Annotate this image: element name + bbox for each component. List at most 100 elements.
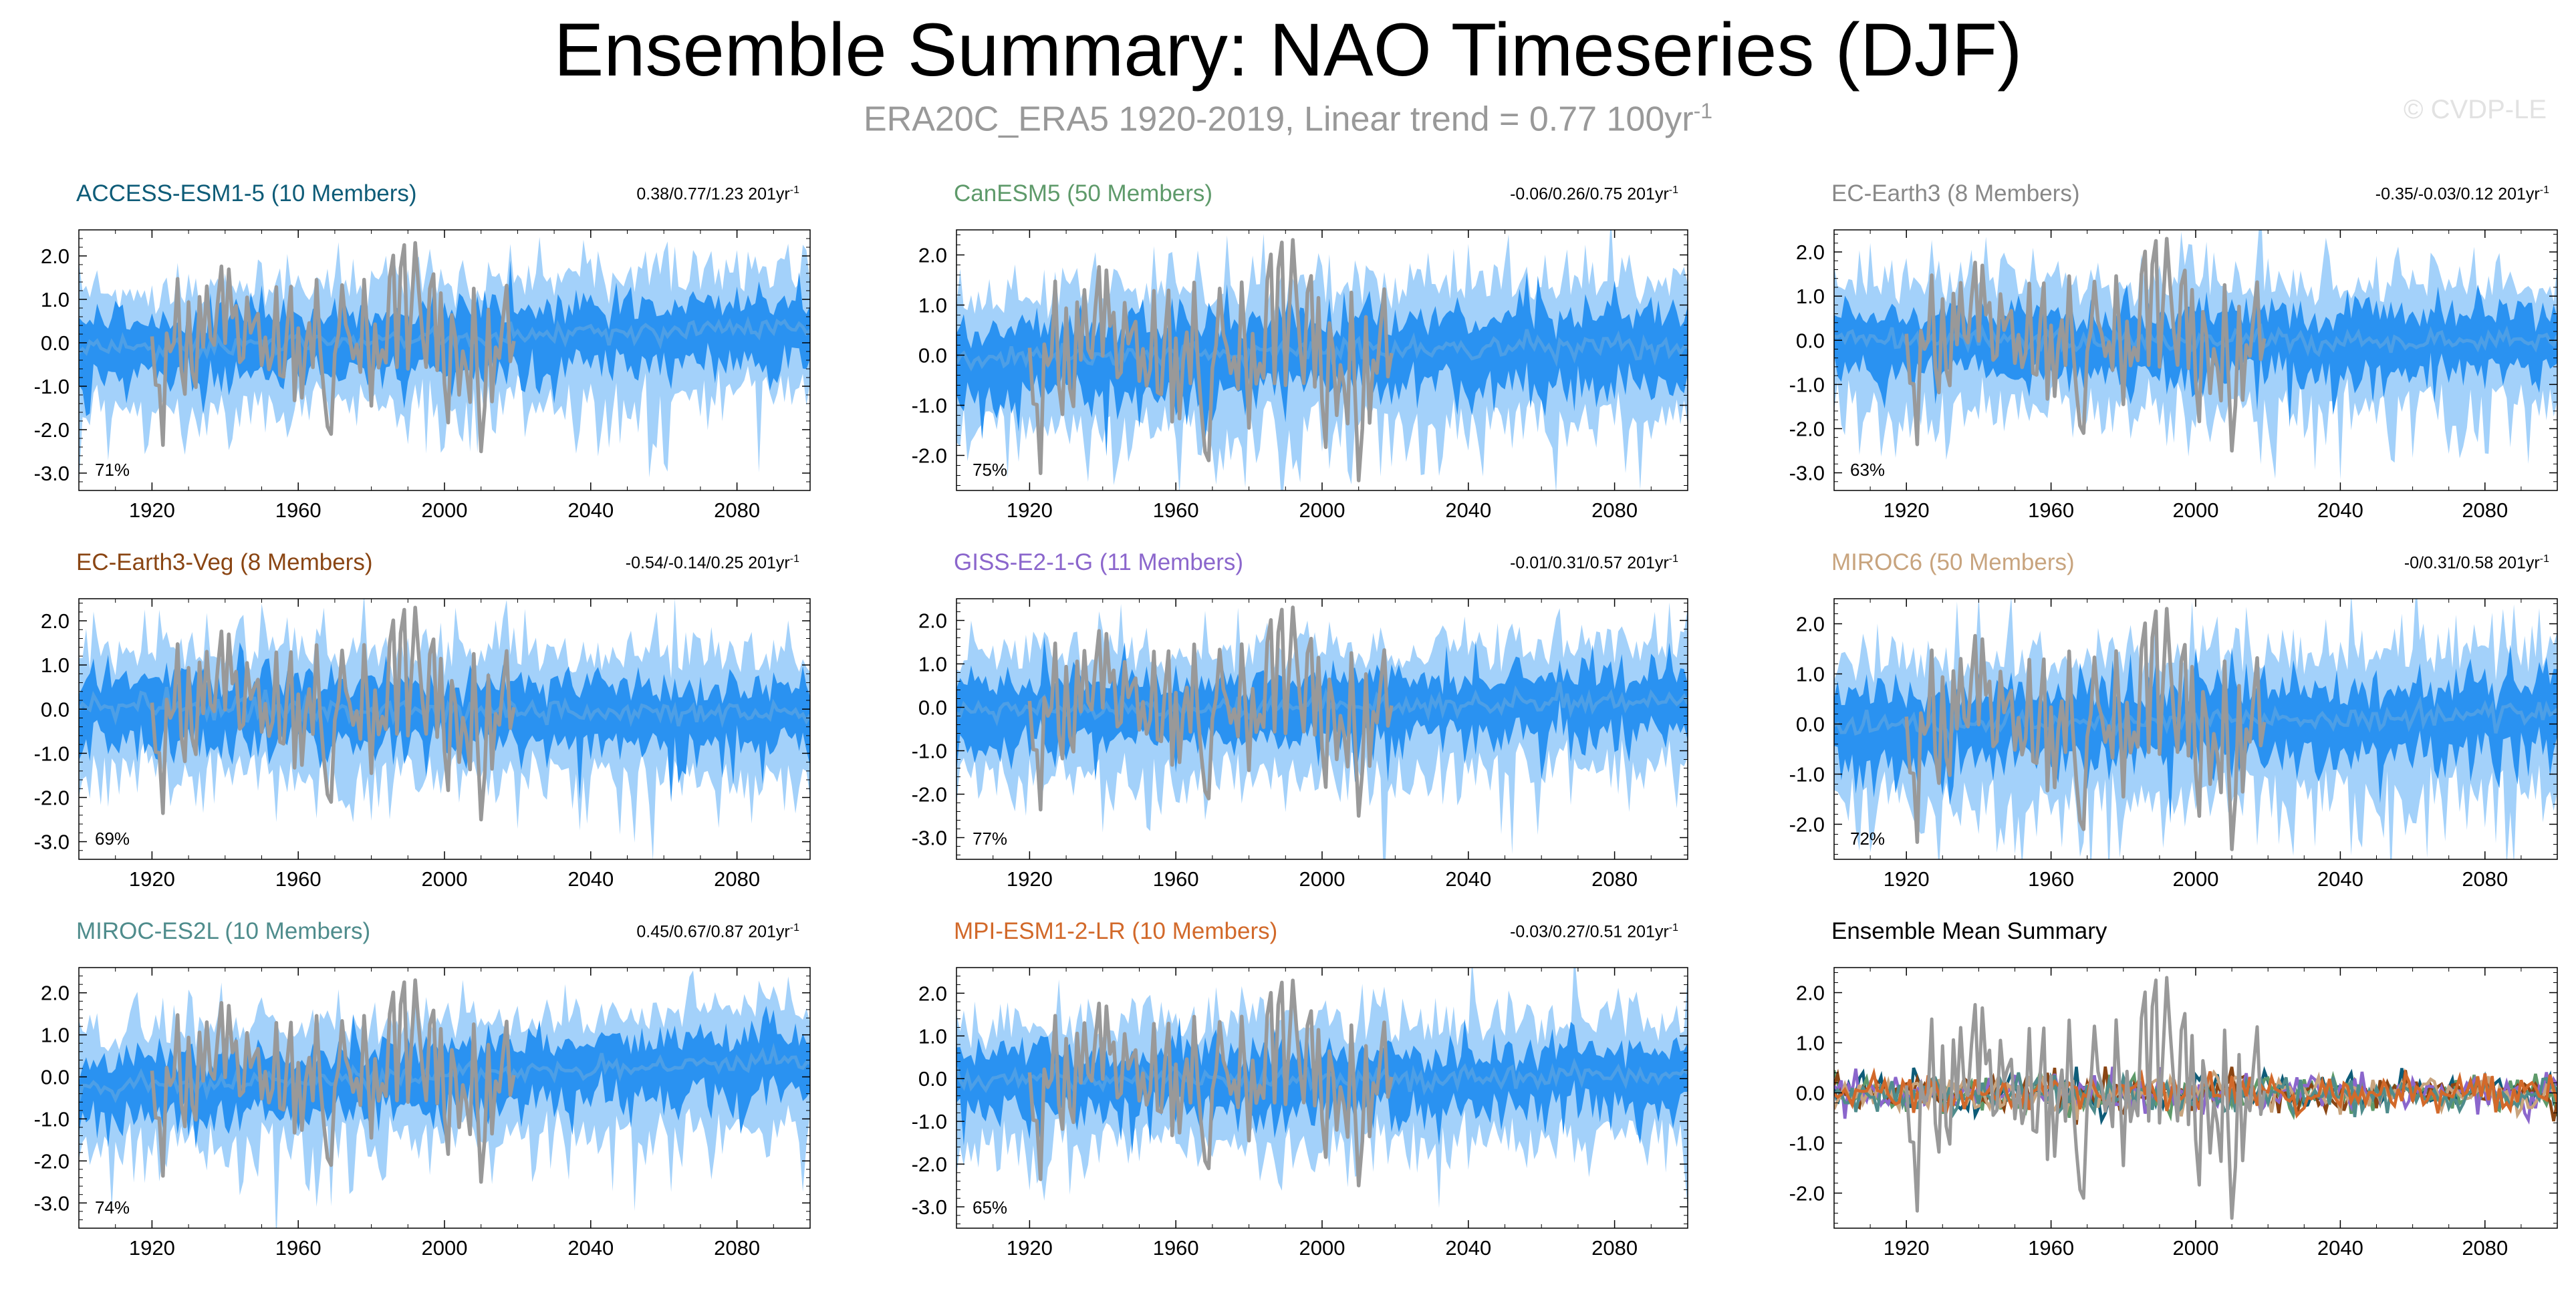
observed-line	[1904, 607, 2267, 851]
plot-area	[79, 970, 810, 1228]
trend-text: -0.06/0.26/0.75 201yr	[1510, 184, 1669, 204]
nao-chart: -3.0 -2.0 -1.0 0.0 1.0 2.0 1920 1960 2000 2040 208…	[34, 967, 811, 1260]
nao-chart: -3.0 -2.0 -1.0 0.0 1.0 2.0 1920 1960 2000 2040 208…	[912, 598, 1688, 891]
watermark: © CVDP-LE	[2404, 95, 2547, 124]
x-tick-label: 2040	[567, 867, 614, 891]
panel-title: EC-Earth3 (8 Members)	[1831, 180, 2080, 206]
x-tick-label: 2040	[1445, 498, 1491, 522]
trend-exponent: -1	[789, 922, 799, 933]
trend-exponent: -1	[789, 184, 799, 196]
x-tick-label: 1920	[1007, 498, 1053, 522]
x-tick-label: 1920	[1007, 867, 1053, 891]
trend-text: 0.45/0.67/0.87 201yr	[636, 922, 790, 942]
x-tick-label: 2040	[2317, 867, 2363, 891]
x-tick-label: 2040	[1445, 1236, 1491, 1260]
panel-ec-earth3-veg: EC-Earth3-Veg (8 Members) -0.54/-0.14/0.…	[0, 543, 829, 917]
nao-chart: -2.0 -1.0 0.0 1.0 2.0 1920 1960 2000 2040 2080	[1789, 967, 2558, 1260]
trend-text: -0.54/-0.14/0.25 201yr	[625, 553, 790, 573]
x-tick-label: 1960	[2028, 498, 2074, 522]
y-tick-label: -2.0	[34, 1149, 70, 1173]
x-tick-label: 2000	[1299, 1236, 1345, 1260]
x-tick-label: 1920	[1884, 867, 1930, 891]
y-tick-label: 0.0	[918, 344, 947, 368]
x-tick-label: 2000	[2173, 498, 2219, 522]
x-tick-label: 1960	[1153, 867, 1199, 891]
panel-title: MIROC-ES2L (10 Members)	[76, 918, 371, 944]
y-tick-label: 0.0	[1796, 1082, 1825, 1105]
trend-text: -0.35/-0.03/0.12 201yr	[2375, 184, 2540, 204]
trend-exponent: -1	[2539, 553, 2549, 565]
y-tick-label: 0.0	[41, 331, 70, 355]
y-tick-label: 2.0	[918, 609, 947, 633]
trend-exponent: -1	[1668, 553, 1678, 565]
plot-area	[1834, 599, 2557, 859]
y-tick-label: 2.0	[41, 609, 70, 633]
y-tick-label: -3.0	[34, 1191, 70, 1215]
panel-trend: -0.01/0.31/0.57 201yr-1	[1510, 553, 1678, 573]
y-tick-label: -2.0	[34, 418, 70, 442]
trend-exponent: -1	[2539, 184, 2549, 196]
percent-label: 63%	[1850, 460, 1885, 480]
subtitle-exponent: -1	[1693, 99, 1713, 123]
panel-trend: 0.38/0.77/1.23 201yr-1	[636, 184, 799, 204]
x-tick-label: 2000	[1299, 498, 1345, 522]
y-tick-label: 2.0	[41, 245, 70, 268]
observed-line	[1904, 237, 2267, 453]
panel-ec-earth3: EC-Earth3 (8 Members) -0.35/-0.03/0.12 2…	[1755, 174, 2576, 548]
trend-exponent: -1	[1668, 922, 1678, 933]
panel-miroc6: MIROC6 (50 Members) -0/0.31/0.58 201yr-1…	[1755, 543, 2576, 917]
y-tick-label: 1.0	[1796, 285, 1825, 308]
x-tick-label: 1960	[275, 1236, 321, 1260]
x-tick-label: 2040	[567, 498, 614, 522]
y-tick-label: -1.0	[1789, 373, 1825, 396]
panel-access-esm1-5: ACCESS-ESM1-5 (10 Members) 0.38/0.77/1.2…	[0, 174, 829, 548]
y-tick-label: -2.0	[1789, 1182, 1825, 1205]
x-tick-label: 2000	[422, 867, 468, 891]
panel-title: GISS-E2-1-G (11 Members)	[954, 549, 1244, 575]
y-tick-label: 2.0	[1796, 982, 1825, 1005]
y-tick-label: 1.0	[918, 653, 947, 676]
trend-exponent: -1	[789, 553, 799, 565]
y-tick-label: 0.0	[1796, 713, 1825, 736]
panel-trend: -0.03/0.27/0.51 201yr-1	[1510, 922, 1678, 942]
y-tick-label: -3.0	[34, 462, 70, 485]
x-tick-label: 1920	[129, 867, 175, 891]
percent-label: 71%	[95, 460, 130, 480]
percent-label: 69%	[95, 829, 130, 849]
y-tick-label: -3.0	[912, 827, 947, 850]
x-tick-label: 2080	[714, 867, 760, 891]
y-tick-label: -1.0	[912, 394, 947, 418]
x-tick-label: 2080	[714, 498, 760, 522]
y-tick-label: -2.0	[1789, 813, 1825, 837]
y-tick-label: 1.0	[1796, 1032, 1825, 1055]
y-tick-label: 1.0	[41, 654, 70, 677]
trend-text: 0.38/0.77/1.23 201yr	[636, 184, 790, 204]
y-tick-label: 1.0	[918, 294, 947, 317]
x-tick-label: 1920	[1007, 1236, 1053, 1260]
x-tick-label: 2080	[1591, 498, 1638, 522]
y-tick-label: 2.0	[1796, 613, 1825, 636]
trend-text: -0/0.31/0.58 201yr	[2404, 553, 2540, 573]
y-tick-label: -3.0	[1789, 462, 1825, 485]
x-tick-label: 2040	[567, 1236, 614, 1260]
y-tick-label: -3.0	[912, 1195, 947, 1219]
panel-title: MPI-ESM1-2-LR (10 Members)	[954, 918, 1278, 944]
nao-chart: -3.0 -2.0 -1.0 0.0 1.0 2.0 1920 1960 2000 2040 208…	[1789, 229, 2558, 522]
y-tick-label: 2.0	[918, 982, 947, 1005]
panel-trend: -0.35/-0.03/0.12 201yr-1	[2375, 184, 2549, 204]
x-tick-label: 1960	[1153, 498, 1199, 522]
x-tick-label: 2080	[2462, 1236, 2508, 1260]
plot-area	[956, 602, 1688, 859]
percent-label: 65%	[973, 1197, 1007, 1217]
y-tick-label: 2.0	[1796, 241, 1825, 264]
x-tick-label: 2000	[2173, 867, 2219, 891]
y-tick-label: -1.0	[912, 1110, 947, 1133]
x-tick-label: 1920	[1884, 498, 1930, 522]
nao-chart: -3.0 -2.0 -1.0 0.0 1.0 2.0 1920 1960 2000 2040 208…	[34, 598, 811, 891]
panel-trend: -0.54/-0.14/0.25 201yr-1	[626, 553, 799, 573]
plot-area	[79, 237, 810, 486]
nao-chart: -2.0 -1.0 0.0 1.0 2.0 1920 1960 2000 2040 2080 72%	[1789, 598, 2558, 891]
nao-chart: -2.0 -1.0 0.0 1.0 2.0 1920 1960 2000 2040 2080 75%	[912, 229, 1688, 522]
panel-trend: 0.45/0.67/0.87 201yr-1	[636, 922, 799, 942]
percent-label: 72%	[1850, 829, 1885, 849]
